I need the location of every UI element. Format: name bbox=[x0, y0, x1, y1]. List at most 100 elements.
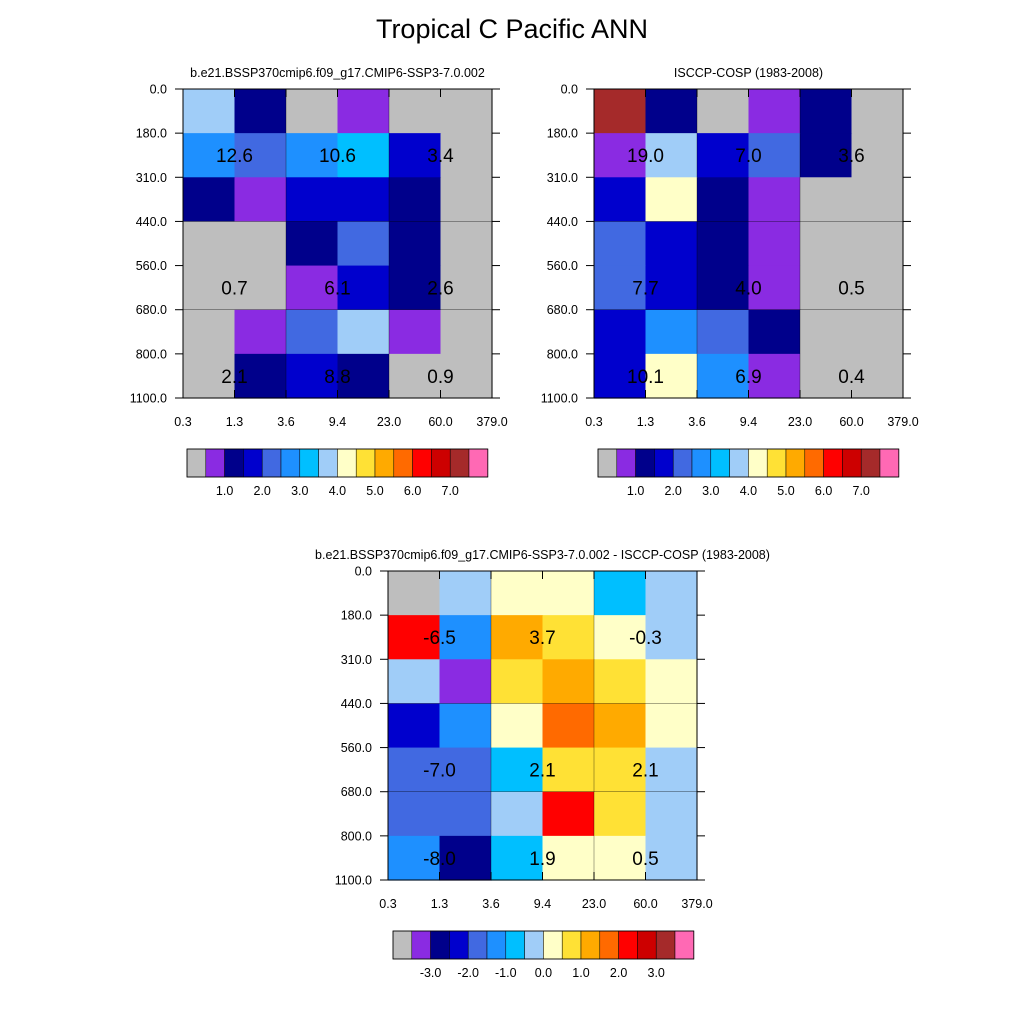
heatmap-cell bbox=[388, 835, 441, 881]
heatmap-cell bbox=[594, 133, 647, 178]
colorbar-frame bbox=[186, 448, 489, 478]
colorbar-label: 5.0 bbox=[366, 484, 383, 498]
x-tick-label: 0.3 bbox=[379, 897, 396, 911]
heatmap-cell bbox=[697, 309, 750, 355]
x-tick-label: 3.6 bbox=[688, 415, 705, 429]
heatmap-cell bbox=[800, 221, 853, 267]
cell-value-label: 0.4 bbox=[838, 367, 865, 388]
heatmap-cell bbox=[337, 221, 390, 267]
heatmap-cell bbox=[388, 791, 441, 837]
heatmap-cell bbox=[389, 265, 442, 311]
cell-value-label: 7.0 bbox=[735, 146, 761, 167]
heatmap-cell bbox=[645, 133, 698, 178]
colorbar-label: 3.0 bbox=[648, 966, 665, 980]
heatmap-cell bbox=[439, 835, 492, 881]
heatmap-cell bbox=[800, 353, 853, 399]
colorbar-box bbox=[842, 448, 862, 478]
heatmap-cell bbox=[645, 221, 698, 267]
heatmap-cell bbox=[440, 353, 493, 399]
colorbar-box bbox=[597, 448, 618, 478]
heatmap-cell bbox=[337, 133, 390, 178]
colorbar-box bbox=[635, 448, 655, 478]
chart-obs: ISCCP-COSP (1983-2008) 0.3 1.3 3.6 9.4 23.0 60… bbox=[541, 66, 919, 498]
heatmap-cell bbox=[697, 221, 750, 267]
colorbar-box bbox=[766, 448, 787, 478]
x-tick-label: 9.4 bbox=[740, 415, 757, 429]
heatmap-cell bbox=[389, 353, 442, 399]
heatmap-cell bbox=[183, 265, 236, 311]
y-tick-label: 560.0 bbox=[547, 259, 578, 273]
colorbar-label: 1.0 bbox=[627, 484, 644, 498]
heatmap-cell bbox=[286, 265, 339, 311]
heatmap-cell bbox=[234, 221, 287, 267]
heatmap-cell bbox=[286, 309, 339, 355]
heatmap-cell bbox=[851, 221, 904, 267]
colorbar-label: -2.0 bbox=[457, 966, 479, 980]
y-tick-label: 1100.0 bbox=[130, 392, 167, 406]
heatmap-cell bbox=[542, 747, 595, 793]
heatmap-cell bbox=[542, 835, 595, 881]
colorbar-box bbox=[224, 448, 244, 478]
y-tick-label: 0.0 bbox=[561, 83, 578, 97]
y-tick-label: 440.0 bbox=[341, 697, 372, 711]
colorbar-box bbox=[505, 930, 525, 960]
heatmap-cell bbox=[491, 659, 544, 705]
cell-value-label: 0.5 bbox=[838, 279, 864, 300]
y-tick-label: 180.0 bbox=[341, 609, 372, 623]
colorbar-box bbox=[543, 930, 563, 960]
colorbar-box bbox=[710, 448, 730, 478]
heatmap-cell bbox=[542, 615, 595, 660]
heatmap-cell bbox=[389, 89, 442, 134]
x-tick-label: 23.0 bbox=[377, 415, 401, 429]
colorbar-label: 2.0 bbox=[665, 484, 682, 498]
colorbar-label: 3.0 bbox=[291, 484, 308, 498]
cell-value-label: 12.6 bbox=[216, 146, 253, 167]
heatmap-cell bbox=[697, 89, 750, 134]
heatmap-cell bbox=[337, 309, 390, 355]
heatmap-cell bbox=[645, 177, 698, 223]
y-tick-label: 0.0 bbox=[355, 565, 372, 579]
heatmap-cell bbox=[851, 177, 904, 223]
heatmap-cell bbox=[851, 353, 904, 399]
heatmap-cell bbox=[748, 89, 801, 134]
x-tick-label: 379.0 bbox=[476, 415, 507, 429]
heatmap-cell bbox=[491, 615, 544, 660]
colorbar-label: 5.0 bbox=[777, 484, 794, 498]
heatmap-cell bbox=[697, 353, 750, 399]
colorbar-box bbox=[654, 448, 674, 478]
heatmap-cell bbox=[594, 791, 647, 837]
colorbar-box bbox=[449, 930, 469, 960]
cell-value-label: 1.9 bbox=[529, 849, 555, 870]
y-tick-label: 1100.0 bbox=[335, 874, 372, 888]
heatmap-cell bbox=[439, 615, 492, 660]
colorbar-box bbox=[430, 930, 450, 960]
heatmap-cell bbox=[491, 703, 544, 749]
heatmap-cell bbox=[183, 221, 236, 267]
heatmap-cell bbox=[439, 791, 492, 837]
heatmap-cell bbox=[388, 703, 441, 749]
x-tick-label: 3.6 bbox=[277, 415, 294, 429]
colorbar-box bbox=[879, 448, 900, 478]
heatmap-cell bbox=[645, 309, 698, 355]
colorbar-label: 2.0 bbox=[610, 966, 627, 980]
heatmap-cell bbox=[645, 89, 698, 134]
heatmap-cell bbox=[440, 221, 493, 267]
x-tick-label: 23.0 bbox=[788, 415, 812, 429]
colorbar-box bbox=[860, 448, 881, 478]
cell-value-label: -6.5 bbox=[423, 628, 456, 649]
heatmap-cell bbox=[234, 89, 287, 134]
cell-value-label: 3.7 bbox=[529, 628, 555, 649]
colorbar-box bbox=[691, 448, 712, 478]
cell-value-label: 2.6 bbox=[427, 279, 453, 300]
heatmap-cell bbox=[645, 615, 698, 660]
colorbar-box bbox=[299, 448, 319, 478]
heatmap-cell bbox=[594, 221, 647, 267]
colorbar-box bbox=[431, 448, 451, 478]
heatmap-cell bbox=[234, 177, 287, 223]
x-tick-label: 1.3 bbox=[637, 415, 654, 429]
colorbar-box bbox=[616, 448, 636, 478]
heatmap-cell bbox=[286, 221, 339, 267]
colorbar-box bbox=[486, 930, 507, 960]
y-tick-label: 310.0 bbox=[547, 171, 578, 185]
x-tick-label: 9.4 bbox=[329, 415, 346, 429]
